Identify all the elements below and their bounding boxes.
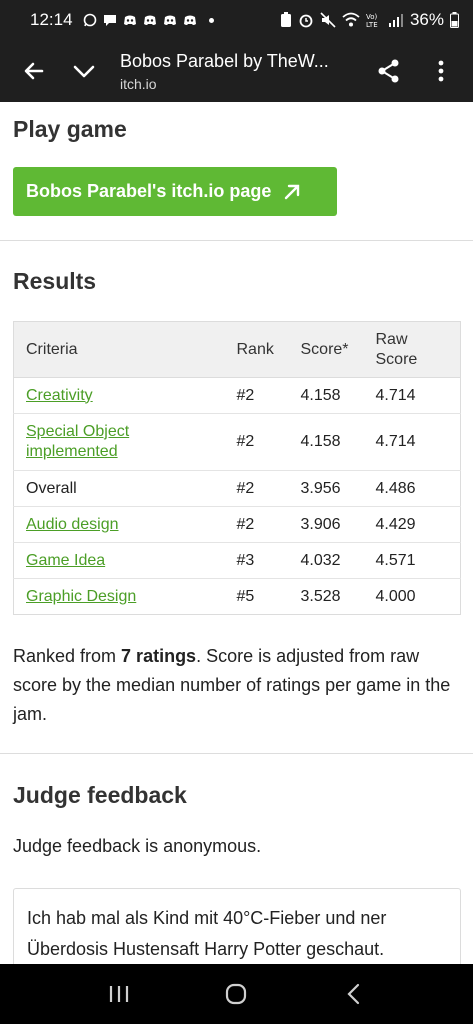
ranked-prefix: Ranked from	[13, 646, 122, 666]
rank-cell: #2	[224, 377, 289, 414]
system-nav-bar	[0, 964, 473, 1024]
discord-icon	[143, 15, 156, 25]
battery-saver-icon	[280, 12, 291, 27]
rank-cell: #2	[224, 413, 289, 471]
raw-score-cell: 4.000	[363, 578, 461, 615]
minimize-button[interactable]	[60, 47, 108, 95]
browser-toolbar: Bobos Parabel by TheW... itch.io	[0, 40, 473, 102]
judge-anonymous-note: Judge feedback is anonymous.	[13, 836, 262, 856]
feedback-text: Ich hab mal als Kind mit 40°C-Fieber und…	[27, 908, 387, 959]
back-chevron-icon	[347, 983, 360, 1005]
arrow-left-icon	[24, 62, 44, 80]
raw-score-cell: 4.714	[363, 377, 461, 414]
home-button[interactable]	[212, 970, 260, 1018]
svg-text:Vo): Vo)	[366, 13, 378, 21]
raw-score-header-text: Raw Score	[375, 330, 418, 368]
external-link-icon	[283, 183, 301, 201]
results-table: Criteria Rank Score* Raw Score Creativit…	[13, 321, 461, 615]
column-header-score: Score*	[288, 321, 364, 378]
score-cell: 4.158	[288, 377, 364, 414]
itch-page-button-label: Bobos Parabel's itch.io page	[26, 181, 272, 201]
raw-score-cell: 4.571	[363, 542, 461, 579]
discord-icon	[163, 15, 176, 25]
section-divider	[0, 240, 473, 241]
alarm-icon	[299, 14, 313, 28]
table-row: Game Idea #3 4.032 4.571	[13, 542, 461, 579]
recent-apps-icon	[109, 986, 128, 1002]
table-row: Audio design #2 3.906 4.429	[13, 506, 461, 543]
share-icon	[378, 59, 399, 83]
criteria-link-game-idea[interactable]: Game Idea	[26, 551, 106, 569]
svg-text:LTE: LTE	[366, 21, 378, 28]
raw-score-cell: 4.486	[363, 470, 461, 507]
more-options-button[interactable]	[417, 47, 465, 95]
itch-page-button[interactable]: Bobos Parabel's itch.io page	[13, 167, 337, 216]
results-heading: Results	[13, 268, 97, 294]
table-row: Graphic Design #5 3.528 4.000	[13, 578, 461, 615]
score-cell: 4.032	[288, 542, 364, 579]
rank-cell: #2	[224, 470, 289, 507]
column-header-rank: Rank	[224, 321, 289, 378]
section-divider	[0, 753, 473, 754]
status-time: 12:14	[30, 10, 73, 29]
play-game-heading: Play game	[13, 116, 127, 142]
criteria-link-audio-design[interactable]: Audio design	[26, 515, 119, 533]
column-header-criteria: Criteria	[13, 321, 225, 378]
home-icon	[226, 983, 247, 1005]
rank-cell: #3	[224, 542, 289, 579]
score-cell: 3.528	[288, 578, 364, 615]
more-vertical-icon	[438, 60, 444, 82]
signal-icon	[388, 14, 403, 27]
chevron-down-icon	[73, 65, 95, 78]
rank-cell: #5	[224, 578, 289, 615]
criteria-link-graphic-design[interactable]: Graphic Design	[26, 587, 137, 605]
mute-icon	[320, 12, 336, 28]
whatsapp-icon	[83, 13, 96, 27]
score-cell: 4.158	[288, 413, 364, 471]
page-title: Bobos Parabel by TheW...	[120, 50, 329, 71]
judge-feedback-heading: Judge feedback	[13, 782, 187, 808]
discord-icon	[183, 15, 196, 25]
criteria-link-special-object[interactable]: Special Object implemented	[26, 423, 130, 460]
wifi-icon	[342, 12, 360, 27]
page-url: itch.io	[120, 75, 157, 92]
table-row: Special Object implemented #2 4.158 4.71…	[13, 413, 461, 471]
system-back-button[interactable]	[330, 970, 378, 1018]
criteria-link-creativity[interactable]: Creativity	[26, 386, 93, 404]
chat-icon	[103, 15, 116, 26]
ratings-count: 7 ratings	[121, 646, 197, 666]
ranking-explanation: Ranked from 7 ratings. Score is adjusted…	[13, 642, 463, 729]
table-header-row: Criteria Rank Score* Raw Score	[13, 321, 461, 378]
status-bar: 12:14 Vo) LTE 36%	[0, 0, 473, 40]
score-cell: 3.906	[288, 506, 364, 543]
raw-score-cell: 4.429	[363, 506, 461, 543]
score-cell: 3.956	[288, 470, 364, 507]
battery-percentage: 36%	[409, 10, 444, 29]
raw-score-cell: 4.714	[363, 413, 461, 471]
more-notifications-dot	[208, 17, 214, 23]
page-content: Play game Bobos Parabel's itch.io page R…	[0, 102, 473, 964]
battery-icon	[450, 12, 459, 28]
page-title-area[interactable]: Bobos Parabel by TheW... itch.io	[120, 51, 365, 92]
share-button[interactable]	[365, 47, 413, 95]
volte-icon: Vo)LTE	[366, 13, 378, 28]
table-row: Creativity #2 4.158 4.714	[13, 377, 461, 414]
recent-apps-button[interactable]	[95, 970, 143, 1018]
table-row: Overall #2 3.956 4.486	[13, 470, 461, 507]
criteria-overall: Overall	[26, 479, 77, 497]
rank-cell: #2	[224, 506, 289, 543]
feedback-card: Ich hab mal als Kind mit 40°C-Fieber und…	[13, 888, 461, 964]
discord-icon	[123, 15, 136, 25]
ranked-suffix: . Score is adjusted from raw score by th…	[13, 646, 451, 724]
back-button[interactable]	[10, 47, 58, 95]
column-header-raw-score: Raw Score	[363, 321, 461, 378]
